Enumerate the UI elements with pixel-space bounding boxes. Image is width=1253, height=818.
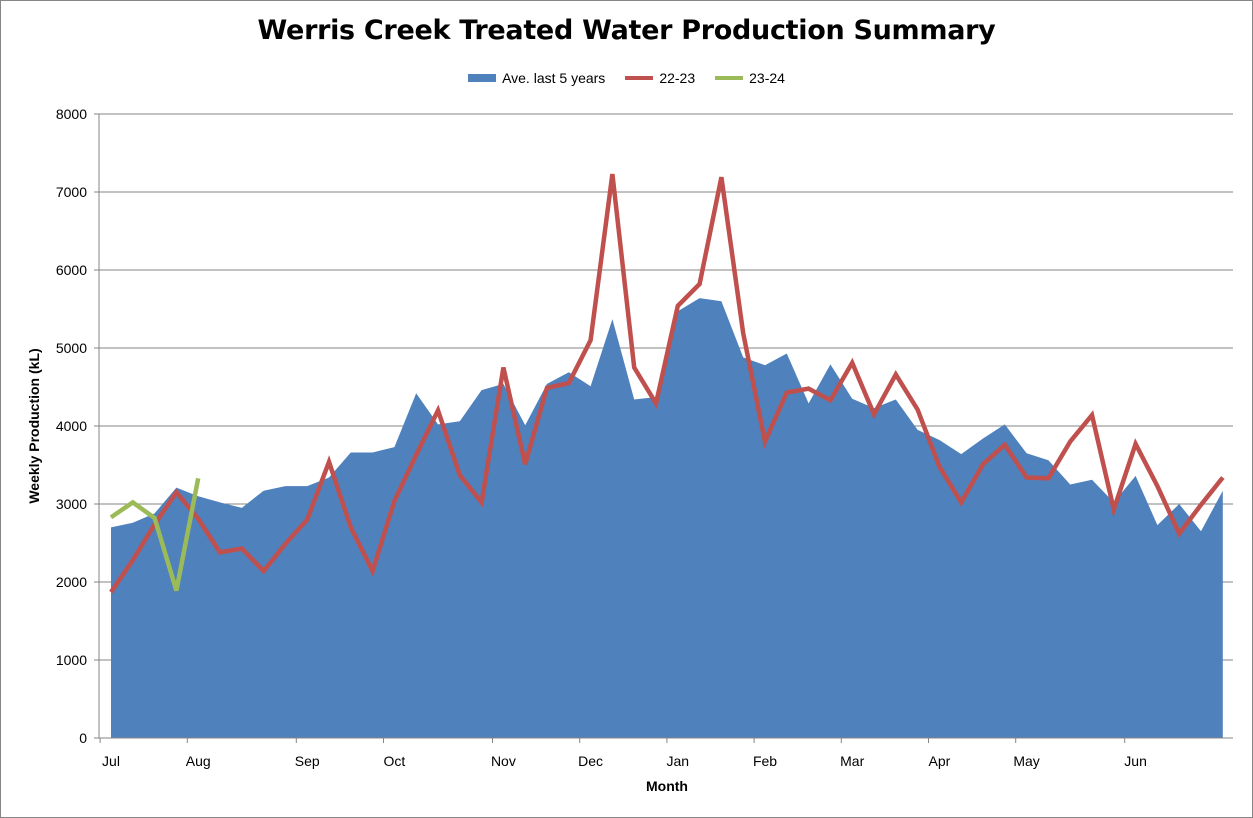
- legend: Ave. last 5 years 22-23 23-24: [1, 70, 1252, 86]
- line-series-layer: [109, 173, 1225, 594]
- x-tick-label-apr: Apr: [929, 753, 951, 769]
- y-tick-label: 3000: [56, 496, 87, 512]
- x-tick-label-feb: Feb: [753, 753, 777, 769]
- x-tick-label-may: May: [1013, 753, 1039, 769]
- y-tick-label: 1000: [56, 652, 87, 668]
- x-tick-label-jun: Jun: [1124, 753, 1147, 769]
- axes: [94, 113, 1233, 743]
- chart-title: Werris Creek Treated Water Production Su…: [257, 15, 996, 46]
- y-tick-label: 5000: [56, 340, 87, 356]
- series-average-area: [111, 298, 1223, 738]
- y-axis-title: Weekly Production (kL): [26, 348, 42, 503]
- tick-labels: 0 1000 2000 3000 4000 5000 6000 7000 8000 Jul Aug S…: [56, 106, 1147, 769]
- legend-label-22-23: 22-23: [659, 70, 696, 86]
- x-tick-label-aug: Aug: [186, 753, 211, 769]
- series-line-22-23: [109, 173, 1225, 594]
- x-axis-title: Month: [646, 778, 688, 794]
- legend-swatch-average: [468, 74, 497, 82]
- legend-item-average: Ave. last 5 years: [468, 70, 605, 86]
- y-tick-label: 4000: [56, 418, 87, 434]
- y-tick-label: 7000: [56, 184, 87, 200]
- y-tick-label: 8000: [56, 106, 87, 122]
- legend-swatch-22-23: [625, 76, 654, 80]
- x-tick-label-jul: Jul: [102, 753, 120, 769]
- x-tick-label-dec: Dec: [578, 753, 603, 769]
- y-tick-label: 0: [79, 730, 87, 746]
- legend-item-22-23: 22-23: [625, 70, 695, 86]
- legend-item-23-24: 23-24: [715, 70, 785, 86]
- y-tick-label: 2000: [56, 574, 87, 590]
- y-tick-label: 6000: [56, 262, 87, 278]
- average-area-layer: [111, 298, 1223, 738]
- x-tick-label-sep: Sep: [295, 753, 320, 769]
- legend-label-average: Ave. last 5 years: [502, 70, 606, 86]
- x-tick-label-oct: Oct: [384, 753, 406, 769]
- x-tick-label-nov: Nov: [491, 753, 516, 769]
- x-tick-label-mar: Mar: [840, 753, 864, 769]
- legend-label-23-24: 23-24: [749, 70, 785, 86]
- x-tick-label-jan: Jan: [667, 753, 690, 769]
- legend-swatch-23-24: [715, 76, 744, 80]
